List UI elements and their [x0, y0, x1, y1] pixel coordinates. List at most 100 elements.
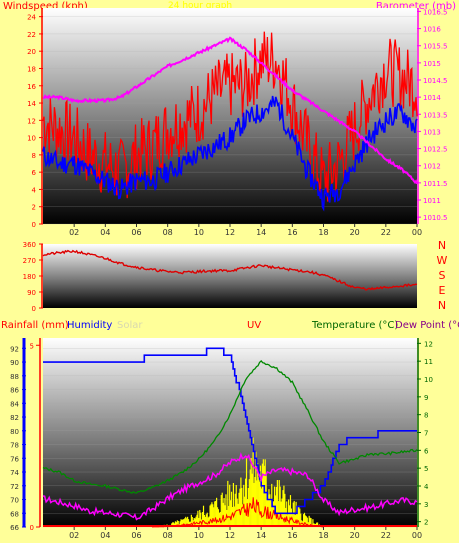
direction-y-tick-label: 360 — [23, 241, 36, 249]
wind-x-tick-label: 14 — [256, 228, 266, 237]
temp-x-tick-label: 16 — [287, 531, 297, 540]
temp-x-tick-label: 00 — [412, 531, 422, 540]
temp-y-tick-label: 8 — [424, 412, 428, 420]
dewpoint-axis-title: Dew Point (°C — [395, 320, 459, 331]
temp-y-tick-label: 11 — [424, 358, 433, 366]
temp-x-tick-label: 12 — [225, 531, 235, 540]
wind-y-tick-label: 2 — [32, 204, 36, 212]
gust-series-line — [42, 31, 418, 202]
temperature-series-line — [42, 359, 418, 494]
direction-y-tick-label: 180 — [23, 273, 36, 281]
temp-x-tick-label: 08 — [163, 531, 173, 540]
temp-y-tick-label: 3 — [424, 501, 428, 509]
barometer-y-tick-label: 1012.5 — [423, 146, 448, 154]
solar-axis-title: Solar — [117, 320, 143, 331]
temperature-axis-title: Temperature (°C) — [312, 320, 399, 331]
humidity-y-tick-label: 72 — [10, 483, 19, 491]
wind-y-tick-label: 6 — [32, 169, 37, 177]
temp-x-tick-label: 10 — [194, 531, 204, 540]
compass-labels: N W S E N — [434, 238, 450, 313]
wind-y-tick-label: 4 — [32, 186, 37, 194]
humidity-series-line — [43, 347, 417, 515]
rain-y-tick-label: 5 — [30, 342, 34, 350]
humidity-y-tick-label: 78 — [10, 442, 19, 450]
temp-y-tick-label: 10 — [424, 376, 433, 384]
barometer-y-tick-label: 1012 — [423, 163, 441, 171]
barometer-y-tick-label: 1014.5 — [423, 77, 448, 85]
temp-y-tick-label: 6 — [424, 447, 429, 455]
humidity-y-tick-label: 70 — [10, 497, 19, 505]
temp-y-tick-label: 12 — [424, 340, 433, 348]
temp-x-tick-label: 04 — [100, 531, 110, 540]
humidity-y-tick-label: 68 — [10, 510, 19, 518]
temp-y-tick-label: 2 — [424, 519, 428, 527]
temp-y-tick-label: 9 — [424, 394, 428, 402]
wind-y-tick-label: 12 — [27, 117, 36, 125]
humidity-y-tick-label: 88 — [10, 373, 19, 381]
wind-y-tick-label: 8 — [32, 152, 36, 160]
compass-n-top: N — [437, 239, 447, 252]
barometer-y-tick-label: 1014 — [423, 94, 441, 102]
temp-x-tick-label: 22 — [381, 531, 391, 540]
humidity-y-tick-label: 74 — [10, 469, 19, 477]
wind-x-tick-label: 04 — [100, 228, 110, 237]
pressure-series-line — [42, 36, 418, 185]
humidity-y-tick-label: 82 — [10, 414, 19, 422]
barometer-y-tick-label: 1013 — [423, 128, 441, 136]
temp-x-tick-label: 18 — [318, 531, 328, 540]
barometer-y-tick-label: 1011 — [423, 197, 441, 205]
temp-y-tick-label: 7 — [424, 430, 428, 438]
temp-y-tick-label: 5 — [424, 465, 428, 473]
chart-title: 24 hour graph — [168, 1, 233, 11]
wind-x-tick-label: 20 — [350, 228, 360, 237]
compass-n-bottom: N — [437, 299, 447, 312]
humidity-y-tick-label: 92 — [10, 345, 19, 353]
direction-y-tick-label: 90 — [27, 289, 36, 297]
wind-y-tick-label: 24 — [27, 14, 36, 22]
barometer-y-tick-label: 1015.5 — [423, 43, 448, 51]
wind-direction-series-line — [42, 249, 418, 291]
wind-x-tick-label: 18 — [318, 228, 328, 237]
barometer-y-tick-label: 1010.5 — [423, 214, 448, 222]
direction-y-tick-label: 270 — [23, 257, 36, 265]
temp-x-tick-label: 14 — [256, 531, 266, 540]
wind-x-tick-label: 08 — [163, 228, 173, 237]
humidity-axis-title: Humidity — [67, 320, 113, 331]
wind-y-tick-label: 16 — [27, 83, 36, 91]
humidity-y-tick-label: 86 — [10, 387, 19, 395]
temperature-panel: 6668707274767880828486889092052345678910… — [10, 338, 433, 540]
barometer-y-tick-label: 1016 — [423, 26, 441, 34]
wind-x-tick-label: 00 — [412, 228, 422, 237]
barometer-y-tick-label: 1016.5 — [423, 8, 448, 16]
wind-x-tick-label: 22 — [381, 228, 391, 237]
compass-e: E — [438, 284, 446, 297]
temp-x-tick-label: 02 — [69, 531, 79, 540]
average-wind-series-line — [42, 95, 418, 212]
rain-y-tick-label: 0 — [30, 524, 34, 532]
wind-y-tick-label: 20 — [27, 48, 36, 56]
wind-y-tick-label: 0 — [32, 221, 36, 229]
wind-x-tick-label: 16 — [287, 228, 297, 237]
compass-s: S — [438, 269, 446, 282]
barometer-y-tick-label: 1013.5 — [423, 111, 448, 119]
compass-w: W — [436, 254, 448, 267]
temp-y-tick-label: 4 — [424, 483, 429, 491]
wind-y-tick-label: 10 — [27, 135, 36, 143]
humidity-y-tick-label: 80 — [10, 428, 19, 436]
wind-panel: 0246810121416182022241010.510111011.5101… — [27, 8, 448, 237]
wind-x-tick-label: 06 — [131, 228, 141, 237]
uv-axis-title: UV — [247, 320, 262, 331]
humidity-y-tick-label: 84 — [10, 400, 19, 408]
wind-y-tick-label: 14 — [27, 100, 36, 108]
wind-x-tick-label: 10 — [194, 228, 204, 237]
barometer-y-tick-label: 1015 — [423, 60, 441, 68]
wind-y-tick-label: 18 — [27, 65, 36, 73]
direction-panel-background — [43, 244, 417, 308]
wind-x-tick-label: 12 — [225, 228, 235, 237]
humidity-y-tick-label: 66 — [10, 524, 19, 532]
barometer-axis-title: Barometer (mb) — [375, 1, 456, 12]
direction-y-tick-label: 0 — [32, 305, 36, 313]
temp-x-tick-label: 20 — [350, 531, 360, 540]
